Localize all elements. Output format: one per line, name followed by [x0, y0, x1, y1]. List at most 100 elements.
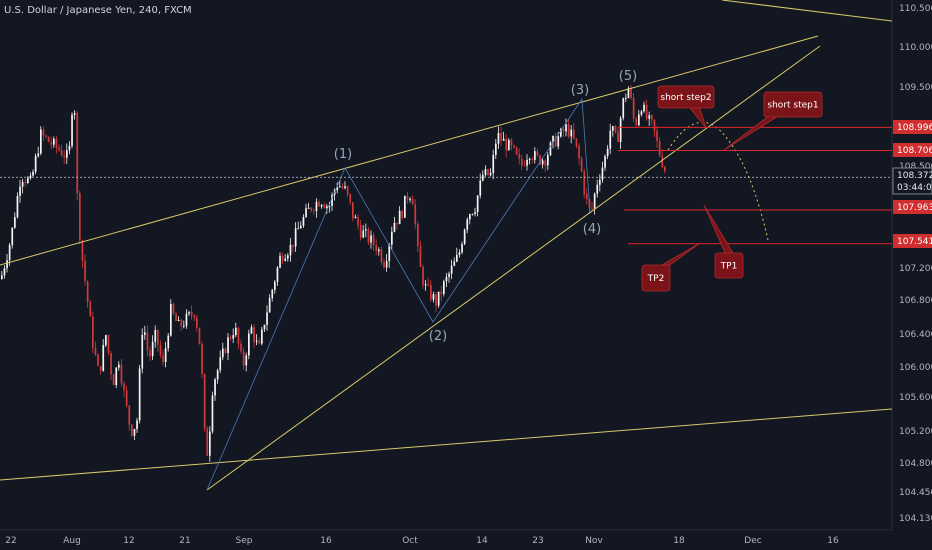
y-tick-label: 106.400	[899, 330, 932, 340]
candle-body	[393, 222, 396, 232]
candle	[612, 125, 614, 137]
candle	[450, 259, 453, 280]
candle	[549, 140, 552, 157]
candle	[526, 153, 528, 171]
candle-body	[341, 186, 344, 189]
candle-body	[492, 154, 495, 174]
lower-wedge-line[interactable]	[206, 45, 821, 491]
wave-label: (4)	[583, 222, 601, 237]
candle-body	[123, 383, 125, 391]
candle	[562, 125, 565, 138]
candle	[287, 253, 289, 262]
candle-body	[287, 255, 289, 259]
candle	[211, 391, 214, 434]
candle	[586, 188, 588, 205]
candle	[107, 334, 110, 356]
candle	[115, 366, 118, 388]
candle	[601, 161, 604, 183]
candle	[510, 138, 513, 151]
candle-body	[599, 179, 601, 185]
top-descending-line[interactable]	[721, 0, 893, 22]
candle	[19, 179, 21, 203]
callout-short-step2[interactable]: short step2	[657, 85, 715, 129]
candle	[71, 112, 73, 149]
badge-label: 107.541	[897, 237, 932, 247]
candle	[354, 214, 357, 219]
candle-body	[94, 347, 97, 355]
candle-body	[536, 151, 539, 156]
candle-body	[37, 153, 40, 157]
candle-body	[71, 114, 73, 146]
candle	[489, 168, 492, 177]
candle-body	[53, 138, 55, 145]
candle-body	[305, 208, 307, 217]
candle	[505, 134, 508, 158]
candle	[11, 227, 14, 249]
candle-body	[21, 181, 24, 187]
candle	[279, 252, 281, 269]
candle	[534, 147, 536, 164]
candle-body	[362, 230, 365, 238]
current-price-label: 108.372	[897, 171, 932, 181]
candle	[248, 329, 250, 360]
candle-body	[500, 132, 502, 141]
candle-body	[664, 166, 666, 172]
candle	[53, 136, 55, 148]
candle-body	[422, 267, 424, 286]
candle	[86, 280, 89, 308]
candle-body	[6, 260, 8, 269]
callout-tp1[interactable]: TP1	[703, 204, 744, 279]
candle-body	[125, 390, 128, 406]
candle-body	[188, 312, 190, 314]
candle	[302, 214, 305, 228]
candle-body	[164, 348, 167, 362]
callout-box	[714, 252, 744, 279]
time-axis[interactable]: 22 Aug 12 21 Sep 16 Oct 14 23 Nov 18 Dec 16	[5, 536, 839, 546]
candle	[45, 134, 47, 139]
candle	[162, 349, 164, 366]
x-tick-label: 12	[123, 536, 134, 546]
candle-body	[562, 128, 565, 132]
candle-body	[336, 186, 339, 191]
price-axis[interactable]: 110.500 110.000 109.500 108.500 107.200 106.8…	[892, 4, 932, 524]
candle	[458, 249, 461, 258]
candle	[383, 258, 385, 270]
candle-body	[502, 138, 505, 141]
candle-body	[198, 327, 201, 345]
callout-label: short step2	[660, 93, 711, 103]
y-tick-label: 105.200	[899, 427, 932, 437]
candle-body	[214, 379, 216, 396]
candle	[63, 150, 66, 164]
lower-support-line[interactable]	[0, 408, 893, 481]
candle-body	[131, 424, 133, 436]
candle-body	[557, 136, 560, 147]
candle	[58, 144, 60, 153]
callout-short-step1[interactable]: short step1	[723, 91, 823, 151]
candle-body	[448, 273, 450, 277]
candle-body	[596, 184, 599, 194]
candle-body	[640, 111, 643, 115]
candle-body	[651, 115, 653, 120]
candle	[508, 138, 510, 151]
candle	[401, 209, 404, 220]
candle	[242, 347, 245, 370]
candle-body	[300, 225, 302, 229]
candle	[479, 173, 482, 199]
candle	[229, 334, 232, 341]
y-tick-label: 106.000	[899, 363, 932, 373]
candle-body	[11, 227, 14, 246]
candle-body	[346, 186, 349, 194]
upper-channel-line[interactable]	[0, 35, 819, 266]
candle	[34, 153, 37, 175]
candle	[323, 202, 326, 209]
candle-body	[232, 335, 235, 339]
candle	[138, 364, 141, 424]
candle	[50, 137, 53, 150]
candle	[185, 309, 188, 329]
candle-body	[495, 143, 497, 155]
callout-tp2[interactable]: TP2	[641, 242, 701, 292]
candle-body	[424, 284, 427, 286]
candle-body	[281, 255, 284, 261]
candle-body	[443, 281, 445, 294]
